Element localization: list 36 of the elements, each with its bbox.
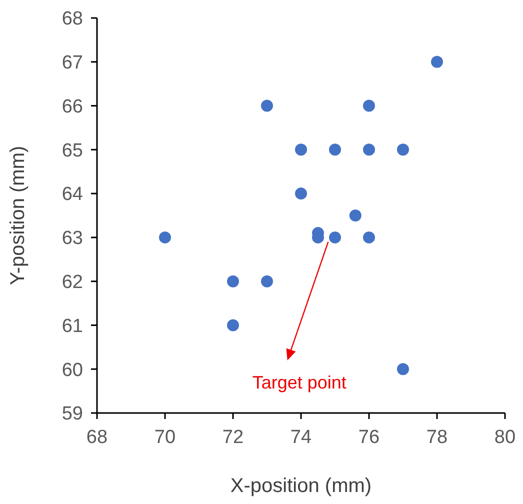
point: [227, 275, 239, 288]
y-axis-title: Y-position (mm): [7, 146, 29, 286]
x-tick-label: 78: [426, 427, 448, 448]
point: [261, 275, 273, 288]
point: [363, 144, 375, 156]
y-tick-label: 66: [62, 96, 83, 118]
y-tick-label: 68: [62, 8, 83, 30]
y-tick-label: 60: [62, 360, 83, 381]
annotation: Target point: [252, 372, 346, 392]
x-axis-title: X-position (mm): [230, 475, 372, 497]
y-tick-label: 65: [62, 140, 83, 162]
y-tick-label: 67: [62, 52, 83, 74]
x-tick-label: 80: [494, 427, 516, 448]
x-tick-label: 68: [86, 427, 108, 448]
point: [431, 56, 443, 68]
point: [295, 188, 307, 200]
point: [397, 363, 409, 376]
point: [295, 144, 307, 156]
x-tick-label: 76: [358, 427, 380, 448]
point: [261, 100, 273, 112]
point: [159, 231, 171, 244]
y-tick-label: 61: [62, 316, 83, 337]
point: [329, 144, 341, 156]
y-tick-label: 62: [62, 272, 83, 293]
x-tick-label: 70: [154, 427, 176, 448]
point: [227, 319, 239, 332]
y-tick-label: 63: [62, 228, 83, 250]
x-tick-label: 72: [222, 427, 244, 448]
point: [349, 210, 362, 222]
point: [329, 231, 341, 244]
x-tick-label: 74: [290, 427, 312, 448]
y-tick-label: 59: [62, 404, 83, 425]
point: [363, 231, 375, 244]
point: [397, 144, 409, 156]
y-tick-label: 64: [62, 184, 84, 206]
point: [363, 100, 375, 112]
